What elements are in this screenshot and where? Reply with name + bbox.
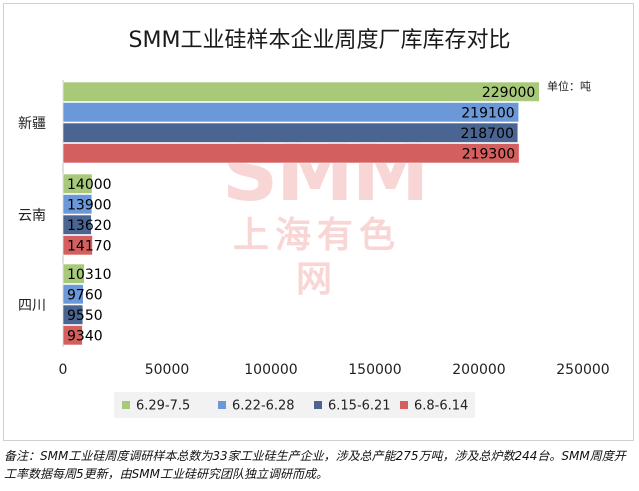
data-label: 9760 bbox=[67, 287, 103, 303]
legend-box bbox=[114, 392, 475, 418]
category-label: 四川 bbox=[18, 298, 46, 314]
bar bbox=[62, 143, 520, 164]
legend-label: 6.8-6.14 bbox=[414, 399, 468, 414]
bar bbox=[62, 194, 93, 215]
bar bbox=[62, 235, 93, 256]
data-label: 219300 bbox=[462, 146, 515, 162]
data-label: 13900 bbox=[67, 197, 112, 213]
data-label: 10310 bbox=[67, 267, 112, 283]
data-label: 229000 bbox=[482, 85, 535, 101]
data-label: 13620 bbox=[67, 218, 112, 234]
bar bbox=[62, 325, 83, 346]
legend-label: 6.29-7.5 bbox=[136, 399, 190, 414]
data-label: 14170 bbox=[67, 238, 112, 254]
bar bbox=[62, 173, 93, 194]
bar bbox=[62, 214, 92, 235]
bar bbox=[62, 81, 540, 102]
x-tick-label: 50000 bbox=[145, 362, 190, 378]
legend-label: 6.22-6.28 bbox=[232, 399, 295, 414]
unit-label: 单位：吨 bbox=[547, 80, 591, 93]
bar bbox=[62, 304, 84, 325]
data-label: 9340 bbox=[67, 328, 103, 344]
x-tick-label: 0 bbox=[59, 362, 68, 378]
legend-swatch bbox=[122, 401, 130, 409]
legend-swatch bbox=[314, 401, 322, 409]
footnote: 备注：SMM工业硅周度调研样本总数为33家工业硅生产企业，涉及总产能275万吨，… bbox=[4, 449, 626, 481]
x-tick-label: 150000 bbox=[348, 362, 401, 378]
chart-frame bbox=[3, 3, 634, 441]
bar bbox=[62, 284, 84, 305]
bar-chart: 0 50000 100000 150000 200000 250000 新疆 229000 21… bbox=[18, 80, 610, 418]
data-label: 219100 bbox=[461, 105, 514, 121]
legend-swatch bbox=[218, 401, 226, 409]
data-label: 14000 bbox=[67, 177, 112, 193]
category-label: 云南 bbox=[18, 208, 46, 224]
data-label: 9550 bbox=[67, 308, 103, 324]
x-tick-label: 250000 bbox=[556, 362, 609, 378]
bar bbox=[62, 102, 520, 123]
legend-label: 6.15-6.21 bbox=[328, 399, 391, 414]
bar bbox=[62, 122, 519, 143]
x-tick-label: 100000 bbox=[244, 362, 297, 378]
data-label: 218700 bbox=[460, 126, 513, 142]
category-label: 新疆 bbox=[18, 116, 46, 132]
x-tick-label: 200000 bbox=[452, 362, 505, 378]
bar bbox=[62, 263, 85, 284]
chart-title: SMM工业硅样本企业周度厂库库存对比 bbox=[128, 28, 511, 53]
legend-swatch bbox=[400, 401, 408, 409]
